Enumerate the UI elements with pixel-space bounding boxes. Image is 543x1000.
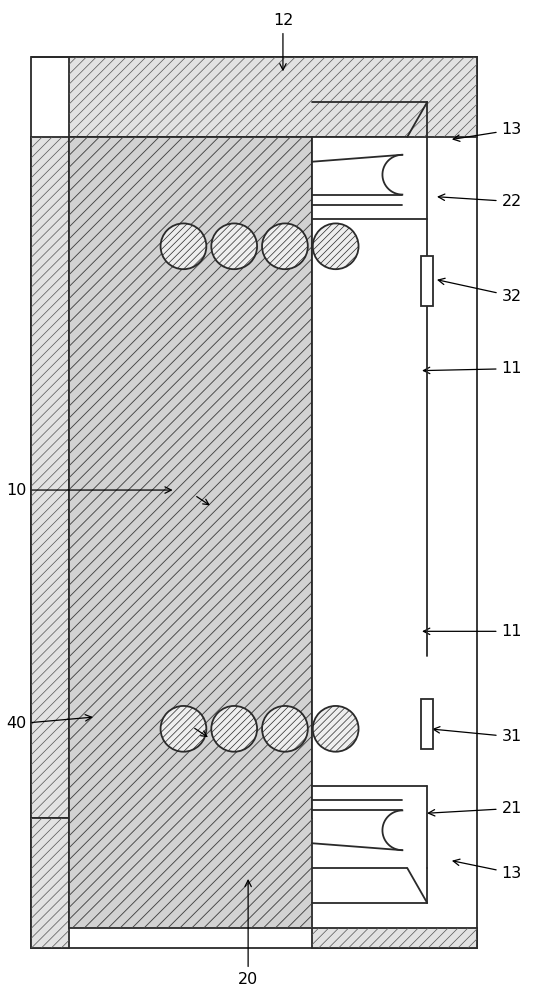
Polygon shape [31, 57, 477, 137]
Circle shape [211, 706, 257, 752]
Circle shape [211, 223, 257, 269]
Polygon shape [421, 256, 433, 306]
Text: 31: 31 [433, 727, 522, 744]
Circle shape [313, 223, 358, 269]
Text: 40: 40 [6, 715, 92, 731]
Text: 21: 21 [428, 801, 522, 816]
Text: 22: 22 [438, 194, 522, 209]
Polygon shape [312, 928, 477, 948]
Polygon shape [312, 137, 407, 818]
Circle shape [262, 706, 308, 752]
Text: 12: 12 [273, 13, 293, 70]
Circle shape [161, 706, 206, 752]
Text: 11: 11 [424, 361, 522, 376]
Polygon shape [31, 57, 477, 948]
Text: 11: 11 [424, 624, 522, 639]
Text: 20: 20 [238, 880, 258, 987]
Circle shape [161, 223, 206, 269]
Text: 32: 32 [438, 278, 522, 304]
Polygon shape [69, 137, 312, 928]
Polygon shape [31, 137, 69, 818]
Text: 13: 13 [453, 122, 522, 141]
Text: 13: 13 [453, 859, 522, 881]
Circle shape [313, 706, 358, 752]
Polygon shape [421, 699, 433, 749]
Circle shape [262, 223, 308, 269]
Text: 10: 10 [6, 483, 172, 498]
Polygon shape [31, 818, 312, 948]
